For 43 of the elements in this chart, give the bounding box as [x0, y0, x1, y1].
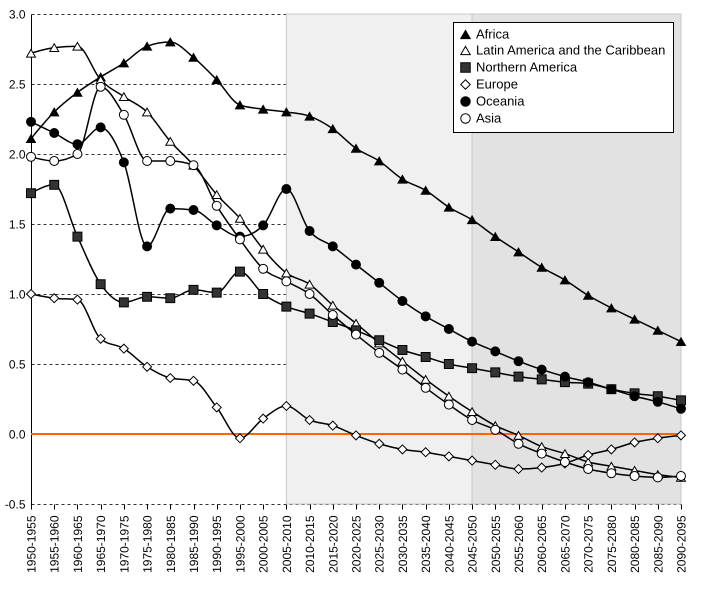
legend-label: Northern America — [476, 60, 578, 74]
x-tick-label: 2010-2015 — [303, 515, 318, 573]
y-tick-label: 0.0 — [8, 428, 26, 442]
x-tick-label: 2070-2075 — [582, 515, 596, 573]
x-tick-label: 1965-1970 — [94, 515, 108, 573]
y-tick-label: 2.0 — [8, 148, 26, 162]
x-tick-label: 1980-1985 — [164, 515, 178, 573]
legend-label: Europe — [476, 76, 518, 92]
legend-label: Oceania — [476, 94, 526, 108]
legend-label: Asia — [476, 110, 502, 126]
x-tick-label: 2050-2055 — [488, 515, 503, 573]
x-tick-label: 2005-2010 — [280, 515, 294, 573]
y-tick-label: -0.5 — [4, 498, 26, 512]
x-tick-label: 2000-2005 — [256, 515, 271, 573]
legend-label: Latin America and the Caribbean — [476, 42, 666, 58]
x-tick-label: 2020-2025 — [350, 515, 364, 573]
x-tick-label: 2030-2035 — [396, 515, 410, 573]
x-tick-label: 2045-2050 — [466, 515, 480, 573]
x-tick-label: 2090-2095 — [674, 515, 688, 573]
x-tick-label: 2055-2060 — [512, 515, 526, 573]
x-tick-label: 2085-2090 — [651, 515, 666, 573]
y-tick-label: 0.5 — [8, 358, 26, 372]
x-tick-label: 1990-1995 — [210, 515, 224, 573]
x-tick-label: 2025-2030 — [372, 515, 387, 573]
y-tick-label: 1.5 — [8, 218, 26, 232]
y-tick-label: 1.0 — [8, 288, 26, 302]
y-tick-label: 2.5 — [8, 78, 26, 92]
y-tick-label: 3.0 — [8, 8, 26, 22]
x-tick-label: 1985-1990 — [187, 515, 201, 573]
x-tick-label: 2040-2045 — [442, 515, 456, 573]
x-tick-label: 2035-2040 — [419, 515, 434, 573]
x-tick-label: 2080-2085 — [628, 515, 642, 573]
x-tick-label: 1970-1975 — [117, 515, 132, 573]
x-tick-label: 2075-2080 — [604, 515, 619, 573]
x-tick-label: 2060-2065 — [535, 515, 550, 573]
x-tick-label: 2065-2070 — [558, 515, 572, 573]
legend-label: Africa — [476, 26, 510, 42]
x-tick-label: 1950-1955 — [24, 515, 38, 573]
x-tick-label: 2015-2020 — [326, 515, 340, 573]
x-tick-label: 1960-1965 — [70, 515, 85, 573]
x-tick-label: 1955-1960 — [48, 515, 62, 573]
x-tick-label: 1975-1980 — [140, 515, 155, 573]
x-tick-label: 1995-2000 — [233, 515, 248, 573]
